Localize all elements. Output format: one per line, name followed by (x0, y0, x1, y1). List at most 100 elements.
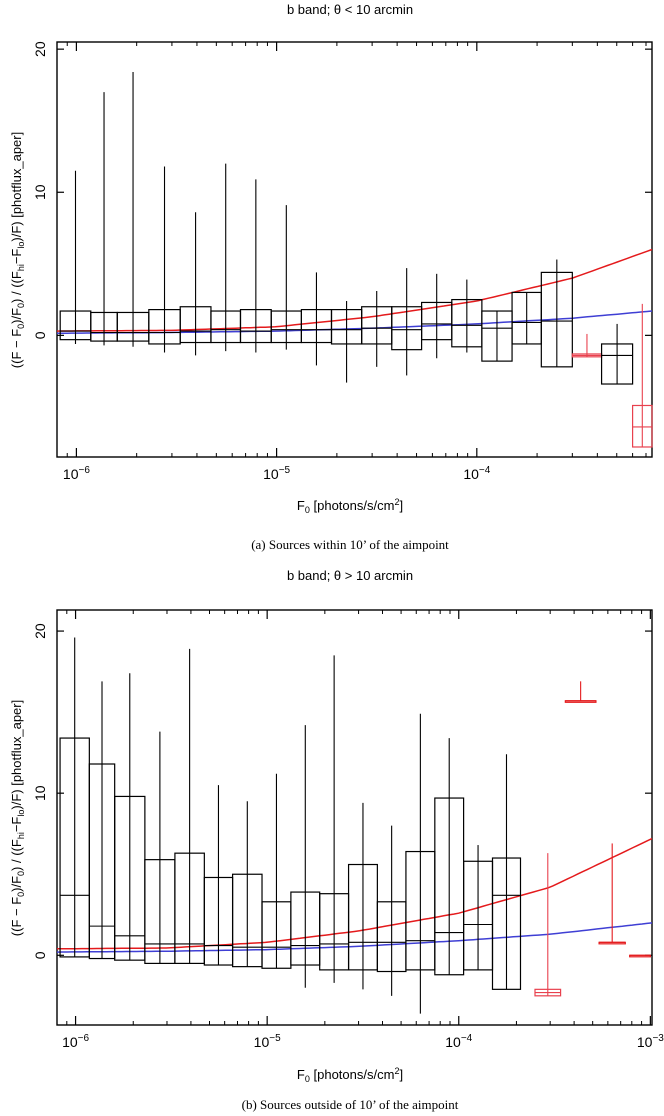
panel-b-box-group (59, 637, 90, 958)
panel-a-xtick-label-exp: −5 (279, 465, 291, 476)
panel-a-red-curve (56, 248, 653, 332)
panel-a-ytick-label: 0 (32, 331, 48, 339)
panel-b-xtick-label-exp: −4 (461, 1033, 473, 1044)
panel-b-box-group (144, 731, 176, 964)
panel-a-box-group (451, 279, 483, 353)
panel-b-box-group (347, 802, 378, 990)
panel-b-box-group (463, 845, 494, 971)
panel-a-box-group (571, 333, 603, 358)
panel-b-box-group (174, 648, 205, 964)
panel-a-box-group (270, 205, 303, 350)
panel-b-red-curve (57, 837, 653, 950)
panel-a-x-axis-label: F0 [photons/s/cm2] (297, 497, 403, 515)
panel-b-caption: (b) Sources outside of 10’ of the aimpoi… (242, 1097, 459, 1112)
panel-a-xtick-label: 10−6 (63, 465, 90, 482)
panel-a-box-group (210, 163, 242, 352)
panel-b-xlabel-4: ] (399, 1067, 403, 1082)
panel-b-boxes (59, 637, 651, 1014)
panel-b-xtick-label-exp: −6 (78, 1033, 90, 1044)
panel-a-boxes (59, 72, 653, 448)
panel-a-box (540, 271, 573, 368)
panel-b-box-group (405, 713, 436, 1014)
panel-a-ylabel-5: hi (16, 264, 26, 271)
panel-b-xtick-label: 10−5 (254, 1033, 281, 1050)
panel-b-ytick-label: 10 (32, 785, 48, 801)
panel-b-xlabel-3: 2 (394, 1066, 399, 1076)
panel-b-box-group (231, 801, 263, 968)
panel-a-ylabel-7: lo (16, 242, 26, 249)
panel-a-box-group (600, 323, 634, 385)
panel-a-ylabel-3: 0 (16, 303, 26, 308)
panel-b-box-group (203, 785, 234, 966)
panel-b-y-axis-label: ((F − F0)/F0) / ((Fhi−Flo)/F) [photflux_… (9, 700, 26, 936)
panel-a-ytick-label: 10 (32, 184, 48, 200)
panel-a-box-group (540, 259, 573, 368)
panel-a-ylabel-8: )/F) [photflux_aper] (9, 132, 24, 242)
panel-b-xtick-label-base: 10 (445, 1034, 461, 1050)
panel-b-ylabel-6: −F (9, 817, 24, 833)
panel-b-ylabel-5: hi (16, 832, 26, 839)
panel-a-xlabel-2: [photons/s/cm (310, 498, 395, 513)
panel-a-box-group (421, 273, 453, 359)
panel-b-ylabel-2: )/F (9, 876, 24, 892)
panel-a-xlabel-0: F (297, 498, 305, 513)
panel-a-box-group (148, 166, 181, 353)
panel-b-box-group (434, 738, 465, 976)
panel-b-box-group (534, 853, 562, 997)
panel-a-xlabel-3: 2 (394, 497, 399, 507)
panel-b-xtick-label-base: 10 (62, 1034, 78, 1050)
panel-b-xtick-label-exp: −5 (269, 1033, 281, 1044)
panel-a-box-group (179, 212, 212, 356)
panel-a-box-group (90, 92, 118, 346)
panel-b-box-group (319, 655, 350, 983)
panel-a-ylabel-6: −F (9, 249, 24, 265)
panel-b-box-group (491, 754, 522, 990)
panel-a-xtick-label-base: 10 (263, 466, 279, 482)
panel-a-ylabel-0: ((F − F (9, 329, 24, 368)
panel-b-xlabel-1: 0 (305, 1074, 310, 1084)
panel-b-blue-curve (56, 922, 653, 953)
panel-b-xlabel-0: F (297, 1067, 305, 1082)
panel-b-ylabel-3: 0 (16, 871, 26, 876)
panel-a-title: b band; θ < 10 arcmin (287, 2, 413, 17)
panel-b-ylabel-7: lo (16, 810, 26, 817)
panel-a-box-group (631, 303, 653, 448)
panel-b-xtick-label: 10−6 (62, 1033, 89, 1050)
panel-b-box-group (564, 681, 597, 703)
panel-a-caption: (a) Sources within 10’ of the aimpoint (251, 537, 449, 552)
panel-b-xtick-label: 10−4 (445, 1033, 472, 1050)
panel-a-ylabel-2: )/F (9, 308, 24, 324)
panel-a-box-group (300, 272, 333, 366)
panel-b-frame (56, 609, 653, 1026)
panel-a-xlabel-1: 0 (305, 505, 310, 515)
panel-b-ylabel-8: )/F) [photflux_aper] (9, 700, 24, 810)
panel-a-frame (56, 41, 653, 458)
panel-a-box-group (116, 72, 150, 347)
panel-a-box-group (391, 268, 423, 376)
panel-a-ylabel-1: 0 (16, 324, 26, 329)
panel-b-box-group (261, 773, 292, 969)
panel-a-box (600, 343, 634, 385)
panel-a-xtick-label-exp: −6 (78, 465, 90, 476)
panel-b-box-group (114, 673, 146, 961)
panel-b-xtick-label-base: 10 (637, 1034, 653, 1050)
panel-b-box-group (598, 843, 626, 945)
panel-a-box-group (59, 170, 92, 344)
panel-b-ylabel-1: 0 (16, 892, 26, 897)
panel-a-xlabel-4: ] (399, 498, 403, 513)
panel-b-box-group (88, 681, 116, 960)
panel-a-xtick-label-exp: −4 (479, 465, 491, 476)
panel-b-xtick-label: 10−3 (637, 1033, 664, 1050)
panel-b-xlabel-2: [photons/s/cm (310, 1067, 395, 1082)
panel-a-box-group (481, 310, 513, 362)
panel-b-box-group (629, 954, 651, 958)
panel-b-box (491, 857, 522, 990)
panel-b-title: b band; θ > 10 arcmin (287, 568, 413, 583)
panel-a-ylabel-4: ) / ((F (9, 271, 24, 303)
panel-a-xtick-label: 10−4 (463, 465, 490, 482)
